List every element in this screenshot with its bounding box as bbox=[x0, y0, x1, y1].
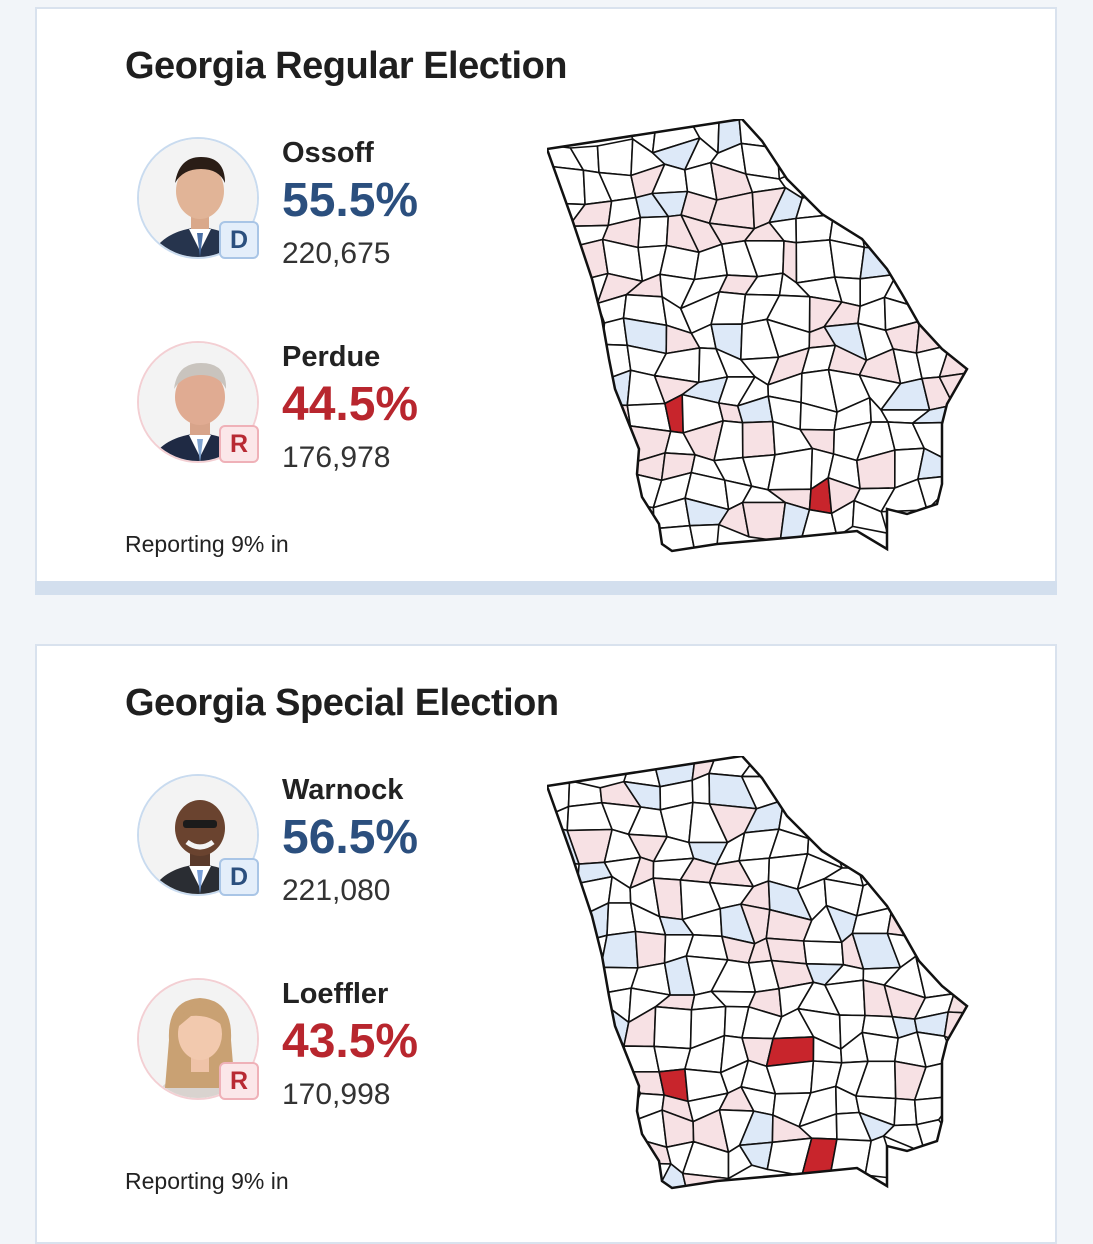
candidate-loeffler[interactable]: R Loeffler 43.5% 170,998 bbox=[137, 978, 517, 1111]
candidate-warnock[interactable]: D Warnock 56.5% 221,080 bbox=[137, 774, 517, 907]
party-badge-r: R bbox=[219, 1062, 259, 1100]
candidate-votes: 220,675 bbox=[282, 237, 391, 270]
candidate-ossoff[interactable]: D Ossoff 55.5% 220,675 bbox=[137, 137, 517, 270]
candidate-percent: 43.5% bbox=[282, 1015, 419, 1068]
county-shape[interactable] bbox=[765, 1060, 815, 1095]
county-shape[interactable] bbox=[741, 501, 787, 543]
county-shape[interactable] bbox=[861, 1031, 900, 1063]
candidate-name: Warnock bbox=[282, 774, 404, 806]
georgia-county-map[interactable] bbox=[545, 117, 977, 559]
county-shape[interactable] bbox=[599, 930, 639, 969]
county-shape[interactable] bbox=[802, 940, 845, 966]
candidate-percent: 56.5% bbox=[282, 811, 419, 864]
candidate-votes: 176,978 bbox=[282, 441, 391, 474]
state-outline bbox=[545, 117, 969, 553]
county-shape[interactable] bbox=[947, 982, 977, 1015]
race-card-special[interactable]: Georgia Special Election D Warnock 56.5%… bbox=[35, 644, 1057, 1244]
candidate-percent: 55.5% bbox=[282, 174, 419, 227]
candidate-votes: 221,080 bbox=[282, 874, 391, 907]
race-title: Georgia Regular Election bbox=[125, 45, 568, 87]
party-badge-d: D bbox=[219, 221, 259, 259]
county-shape[interactable] bbox=[795, 239, 836, 284]
county-shape[interactable] bbox=[689, 523, 720, 559]
party-badge-d: D bbox=[219, 858, 259, 896]
party-badge-r: R bbox=[219, 425, 259, 463]
candidate-votes: 170,998 bbox=[282, 1078, 391, 1111]
county-shape[interactable] bbox=[828, 239, 866, 280]
county-shape[interactable] bbox=[653, 1005, 693, 1050]
county-shape[interactable] bbox=[741, 420, 776, 459]
reporting-status: Reporting 9% in bbox=[125, 1168, 289, 1194]
candidate-percent: 44.5% bbox=[282, 378, 419, 431]
county-shape[interactable] bbox=[596, 138, 634, 177]
state-outline bbox=[545, 754, 969, 1190]
county-shape[interactable] bbox=[915, 1118, 958, 1154]
race-title: Georgia Special Election bbox=[125, 682, 559, 724]
county-shape[interactable] bbox=[634, 930, 667, 969]
county-shape[interactable] bbox=[893, 1097, 918, 1127]
county-shape[interactable] bbox=[767, 447, 814, 491]
candidate-name: Ossoff bbox=[282, 137, 374, 169]
county-shape[interactable] bbox=[594, 404, 632, 433]
county-shape[interactable] bbox=[637, 215, 670, 249]
race-card-regular[interactable]: Georgia Regular Election D Ossoff 55.5% … bbox=[35, 7, 1057, 595]
county-shape[interactable] bbox=[886, 906, 924, 938]
reporting-status: Reporting 9% in bbox=[125, 531, 289, 557]
georgia-county-map[interactable] bbox=[545, 754, 977, 1196]
candidate-perdue[interactable]: R Perdue 44.5% 176,978 bbox=[137, 341, 517, 474]
county-shape[interactable] bbox=[603, 369, 632, 407]
candidate-name: Loeffler bbox=[282, 978, 389, 1010]
candidate-name: Perdue bbox=[282, 341, 381, 373]
